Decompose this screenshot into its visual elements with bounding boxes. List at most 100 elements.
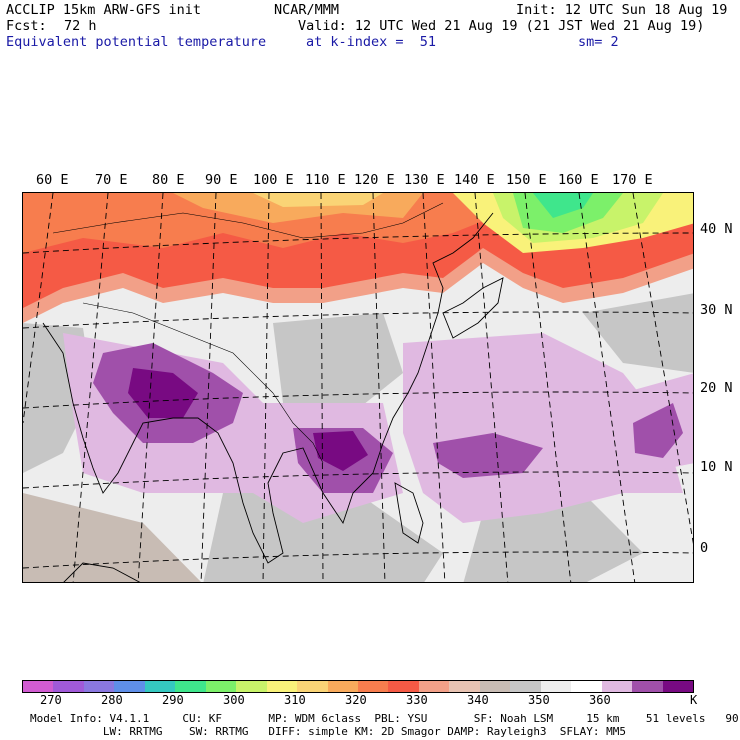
- colorbar-tick-label: 330: [406, 693, 428, 707]
- colorbar-swatch: [632, 681, 663, 692]
- colorbar-tick-label: 280: [101, 693, 123, 707]
- japan-coastline: [442, 277, 504, 339]
- meridian-130e: [422, 193, 446, 582]
- lon-label: 80 E: [152, 172, 185, 188]
- map-panel: [22, 192, 694, 583]
- meridian-160e: [578, 193, 636, 582]
- purple-region-philippine-sea: [433, 433, 543, 478]
- forecast-hour: 72 h: [64, 18, 97, 34]
- meridian-70e: [72, 193, 109, 582]
- colorbar-unit: K: [690, 693, 698, 707]
- grey-region-north-pacific: [583, 293, 693, 373]
- lat-label: 40 N: [700, 221, 733, 237]
- meridian-90e: [200, 193, 217, 582]
- valid-time: Valid: 12 UTC Wed 21 Aug 19 (21 JST Wed …: [298, 18, 705, 34]
- init-time: Init: 12 UTC Sun 18 Aug 19: [516, 2, 728, 18]
- colorbar-swatch: [571, 681, 602, 692]
- colorbar-swatch: [357, 681, 389, 692]
- colorbar-swatch: [114, 681, 145, 692]
- meridian-80e: [137, 193, 164, 582]
- colorbar-tick-label: 320: [345, 693, 367, 707]
- theta-e-map: [23, 193, 693, 582]
- grey-region-indian-ocean: [23, 493, 202, 582]
- lon-label: 130 E: [404, 172, 445, 188]
- colorbar-swatch: [175, 681, 206, 692]
- meridian-120e: [372, 193, 386, 582]
- model-info-line1: Model Info: V4.1.1 CU: KF MP: WDM 6class…: [30, 712, 740, 725]
- meridian-110e: [320, 193, 324, 582]
- colorbar-tick-label: 360: [589, 693, 611, 707]
- lon-label: 140 E: [454, 172, 495, 188]
- model-title: ACCLIP 15km ARW-GFS init: [6, 2, 202, 18]
- parallel-10n: [23, 471, 693, 489]
- lon-label: 100 E: [253, 172, 294, 188]
- colorbar-swatch: [205, 681, 237, 692]
- meridian-170e: [632, 193, 693, 545]
- lat-label: 20 N: [700, 380, 733, 396]
- meridian-150e: [524, 193, 572, 582]
- parallel-20n: [23, 391, 693, 409]
- colorbar-swatch: [266, 681, 298, 692]
- parallel-30n: [23, 311, 693, 329]
- lon-label: 60 E: [36, 172, 69, 188]
- colorbar-swatch: [449, 681, 480, 692]
- grey-region-china: [273, 313, 403, 413]
- border-north: [52, 202, 444, 239]
- colorbar-tick-label: 300: [223, 693, 245, 707]
- colorbar-swatch: [23, 681, 54, 692]
- field-name: Equivalent potential temperature: [6, 34, 267, 50]
- meridian-140e: [474, 193, 509, 582]
- colorbar-swatch: [601, 681, 633, 692]
- meridian-60e: [23, 193, 54, 424]
- colorbar-swatch: [510, 681, 541, 692]
- colorbar-tick-label: 350: [528, 693, 550, 707]
- center-label: NCAR/MMM: [274, 2, 340, 18]
- colorbar-swatch: [540, 681, 572, 692]
- purple-region-east-pacific: [633, 403, 683, 458]
- colorbar-tick-label: 340: [467, 693, 489, 707]
- colorbar-swatch: [297, 681, 328, 692]
- yellow-orange-band: [253, 193, 383, 207]
- forecast-label: Fcst:: [6, 18, 47, 34]
- lat-label: 10 N: [700, 459, 733, 475]
- colorbar-swatch: [236, 681, 267, 692]
- colorbar-tick-label: 290: [162, 693, 184, 707]
- lat-label: 30 N: [700, 302, 733, 318]
- parallel-40n: [23, 232, 693, 254]
- border-himalaya: [82, 302, 274, 394]
- colorbar-swatch: [418, 681, 450, 692]
- smoothing-label: sm= 2: [578, 34, 619, 50]
- dark-purple-core-indochina: [313, 431, 368, 471]
- parallel-equator: [23, 551, 693, 569]
- meridian-100e: [262, 193, 270, 582]
- lon-label: 120 E: [354, 172, 395, 188]
- model-info-line2: LW: RRTMG SW: RRTMG DIFF: simple KM: 2D …: [30, 725, 627, 738]
- country-borders: [52, 202, 444, 464]
- colorbar-tick-label: 310: [284, 693, 306, 707]
- dark-purple-core-bengal: [128, 368, 198, 418]
- sri-lanka-coastline: [63, 562, 141, 582]
- colorbar-swatch: [327, 681, 358, 692]
- level-label: at k-index = 51: [306, 34, 437, 50]
- lat-label: 0: [700, 540, 709, 556]
- colorbar-swatch: [53, 681, 84, 692]
- colorbar: [22, 680, 694, 693]
- lon-label: 70 E: [95, 172, 128, 188]
- colorbar-swatch: [388, 681, 419, 692]
- colorbar-tick-label: 270: [40, 693, 62, 707]
- colorbar-swatch: [479, 681, 511, 692]
- philippines-coastline: [394, 482, 424, 544]
- lon-label: 160 E: [558, 172, 599, 188]
- lon-label: 150 E: [506, 172, 547, 188]
- lon-label: 110 E: [305, 172, 346, 188]
- teal-green-band: [533, 193, 593, 218]
- lon-label: 170 E: [612, 172, 653, 188]
- colorbar-swatch: [83, 681, 115, 692]
- colorbar-swatch: [144, 681, 176, 692]
- coastlines: [42, 212, 504, 582]
- lon-label: 90 E: [205, 172, 238, 188]
- colorbar-swatch: [662, 681, 693, 692]
- graticule: [23, 193, 693, 582]
- border-indochina: [272, 392, 324, 464]
- asia-coastline: [42, 212, 494, 564]
